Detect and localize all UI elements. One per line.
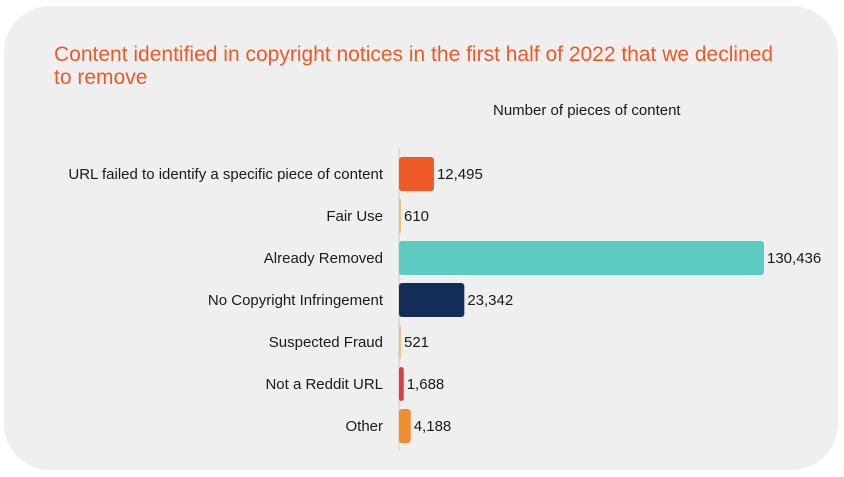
category-label: Not a Reddit URL	[265, 376, 383, 393]
bar	[399, 409, 411, 443]
data-label: 521	[404, 334, 429, 351]
bar	[399, 367, 404, 401]
data-label: 12,495	[437, 166, 483, 183]
bar	[399, 325, 401, 359]
data-label: 1,688	[407, 376, 445, 393]
category-label: Fair Use	[326, 208, 383, 225]
x-axis-label: Number of pieces of content	[493, 102, 681, 119]
chart-title: Content identified in copyright notices …	[54, 43, 774, 89]
data-label: 610	[404, 208, 429, 225]
chart-card	[4, 6, 838, 470]
category-label: Other	[345, 418, 383, 435]
data-label: 23,342	[467, 292, 513, 309]
category-label: URL failed to identify a specific piece …	[68, 166, 383, 183]
bar	[399, 199, 401, 233]
category-label: No Copyright Infringement	[208, 292, 384, 309]
category-label: Already Removed	[264, 250, 383, 267]
bar	[399, 241, 764, 275]
data-label: 4,188	[414, 418, 452, 435]
bar	[399, 283, 465, 317]
category-label: Suspected Fraud	[269, 334, 383, 351]
data-label: 130,436	[767, 250, 821, 267]
bar	[399, 157, 434, 191]
